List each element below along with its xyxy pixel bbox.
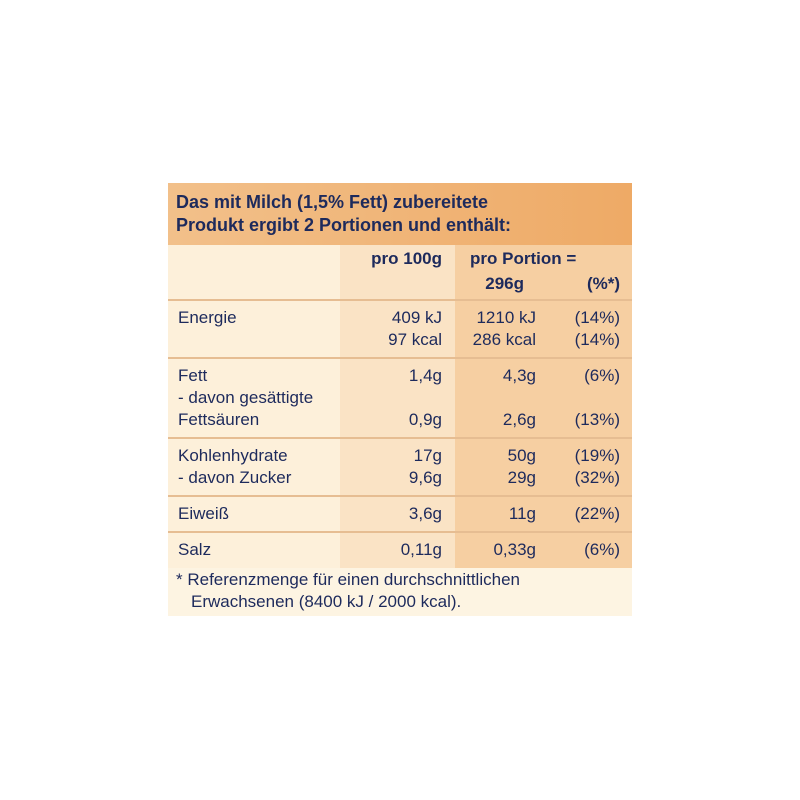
cell-label: Eiweiß: [178, 504, 230, 523]
row-separator: [168, 357, 632, 359]
cell-per100: 0,9g: [408, 410, 442, 429]
cell-portion: 29g: [507, 468, 536, 487]
cell-portion: 50g: [507, 446, 536, 465]
cell-percent: (22%): [574, 504, 620, 523]
cell-label: Salz: [178, 540, 212, 559]
column-header: (%*): [586, 274, 620, 293]
cell-per100: 409 kJ: [391, 308, 442, 327]
cell-percent: (19%): [574, 446, 620, 465]
cell-percent: (14%): [574, 308, 620, 327]
header-line: Das mit Milch (1,5% Fett) zubereitete: [176, 192, 489, 212]
label-column: [168, 245, 340, 568]
cell-portion: 0,33g: [493, 540, 536, 559]
cell-portion: 1210 kJ: [476, 308, 536, 327]
cell-portion: 4,3g: [502, 366, 536, 385]
header-band: [168, 183, 632, 245]
cell-label: - davon Zucker: [178, 468, 292, 487]
column-header: pro 100g: [371, 249, 442, 268]
cell-percent: (6%): [584, 540, 620, 559]
cell-portion: 11g: [508, 504, 536, 523]
cell-per100: 9,6g: [408, 468, 442, 487]
cell-percent: (13%): [574, 410, 620, 429]
portion-column: [455, 245, 632, 568]
cell-label: Fett: [178, 366, 208, 385]
cell-label: Energie: [178, 308, 237, 327]
cell-portion: 286 kcal: [472, 330, 536, 349]
cell-per100: 1,4g: [408, 366, 442, 385]
cell-label: - davon gesättigte: [178, 388, 314, 407]
cell-per100: 97 kcal: [388, 330, 442, 349]
cell-percent: (32%): [574, 468, 620, 487]
footnote: Erwachsenen (8400 kJ / 2000 kcal).: [191, 592, 462, 611]
column-header: pro Portion =: [470, 249, 577, 268]
cell-per100: 3,6g: [408, 504, 442, 523]
cell-label: Fettsäuren: [178, 410, 260, 429]
row-separator: [168, 531, 632, 533]
header-line: Produkt ergibt 2 Portionen und enthält:: [176, 215, 511, 235]
footnote-band: [168, 568, 632, 616]
cell-label: Kohlenhydrate: [178, 446, 288, 465]
row-separator: [168, 437, 632, 439]
cell-portion: 2,6g: [502, 410, 536, 429]
row-separator: [168, 495, 632, 497]
column-header: 296g: [485, 274, 524, 293]
cell-percent: (6%): [584, 366, 620, 385]
per100-column: [340, 245, 455, 568]
row-separator: [168, 299, 632, 301]
cell-per100: 17g: [413, 446, 442, 465]
cell-per100: 0,11g: [400, 540, 442, 559]
cell-percent: (14%): [574, 330, 620, 349]
footnote: * Referenzmenge für einen durchschnittli…: [176, 570, 520, 589]
